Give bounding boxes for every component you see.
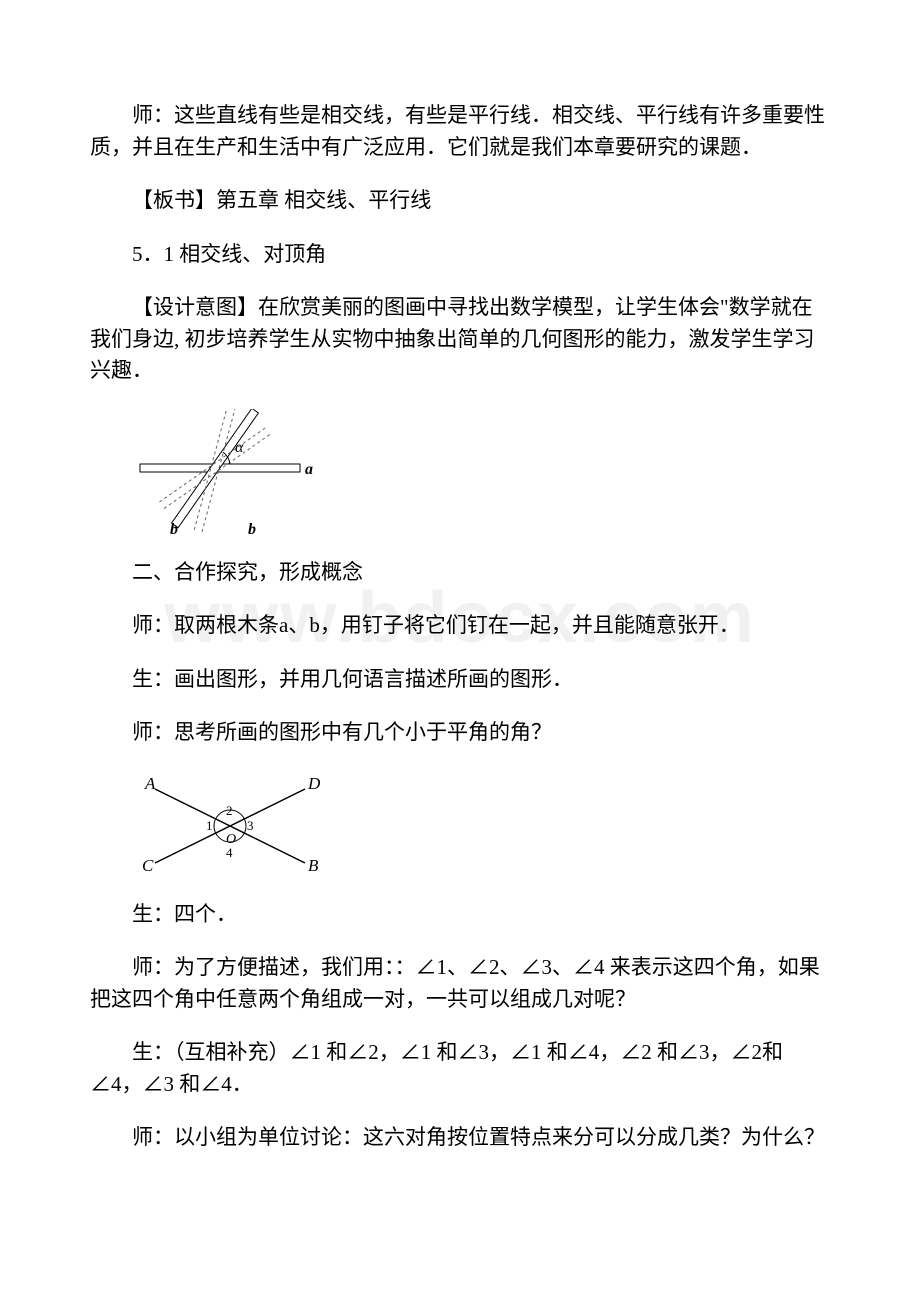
paragraph-student-draw: 生：画出图形，并用几何语言描述所画的图形． [90,664,830,696]
document-content: 师：这些直线有些是相交线，有些是平行线．相交线、平行线有许多重要性质，并且在生产… [90,100,830,1154]
paragraph-teacher-think: 师：思考所画的图形中有几个小于平角的角？ [90,717,830,749]
label-b-left: b [170,521,178,538]
label-angle1: 1 [206,818,213,833]
paragraph-teacher-intro: 师：这些直线有些是相交线，有些是平行线．相交线、平行线有许多重要性质，并且在生产… [90,100,830,163]
label-angle2: 2 [226,803,233,818]
label-angle3: 3 [247,818,254,833]
paragraph-teacher-discuss: 师：以小组为单位讨论：这六对角按位置特点来分可以分成几类？为什么？ [90,1122,830,1154]
paragraph-design-intent: 【设计意图】在欣赏美丽的图画中寻找出数学模型，让学生体会"数学就在我们身边, 初… [90,292,830,387]
label-D: D [307,774,321,793]
paragraph-board-title: 【板书】第五章 相交线、平行线 [90,185,830,217]
paragraph-student-pairs: 生：（互相补充）∠1 和∠2，∠1 和∠3，∠1 和∠4，∠2 和∠3，∠2和∠… [90,1037,830,1100]
label-alpha: α [235,439,244,456]
label-b-right: b [248,521,256,538]
paragraph-section-number: 5．1 相交线、对顶角 [90,239,830,271]
paragraph-student-four: 生：四个． [90,899,830,931]
figure-sticks-diagram: α a b b [130,409,830,539]
paragraph-design-intent-text: 【设计意图】在欣赏美丽的图画中寻找出数学模型，让学生体会"数学就在我们身边, 初… [90,292,830,387]
label-angle4: 4 [226,845,233,860]
paragraph-teacher-describe: 师：为了方便描述，我们用：：∠1、∠2、∠3、∠4 来表示这四个角，如果把这四个… [90,952,830,1015]
figure-intersecting-lines: A B C D O 1 2 3 4 [130,771,830,881]
paragraph-section-2-title: 二、合作探究，形成概念 [90,557,830,589]
label-A: A [144,774,156,793]
label-C: C [142,856,154,875]
label-B: B [308,856,319,875]
paragraph-teacher-sticks: 师：取两根木条a、b，用钉子将它们钉在一起，并且能随意张开． [90,610,830,642]
label-a: a [305,461,313,478]
